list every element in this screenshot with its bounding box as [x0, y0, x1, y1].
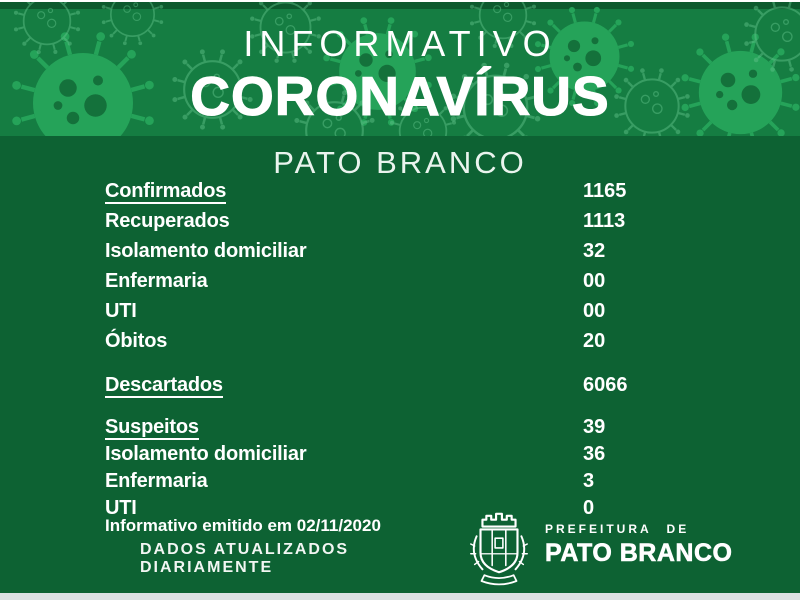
stats-section: Confirmados 1165 Recuperados 1113 Isolamento… — [105, 176, 740, 356]
stat-value: 1165 — [583, 180, 627, 202]
updated-line2: DIARIAMENTE — [140, 559, 274, 576]
stat-value: 00 — [583, 270, 606, 292]
top-border — [0, 0, 800, 2]
stat-row: Enfermaria 3 — [105, 468, 740, 495]
header-dark-strip — [0, 2, 800, 9]
city-name: PATO BRANCO — [273, 145, 527, 180]
stat-label: UTI — [105, 300, 137, 322]
stat-label: Confirmados — [105, 180, 227, 204]
stat-row: Isolamento domiciliar 32 — [105, 236, 740, 266]
stat-value: 6066 — [583, 374, 628, 396]
logo-pato-branco: PATO BRANCO — [545, 539, 733, 568]
issued-date-text: Informativo emitido em 02/11/2020 — [105, 516, 381, 535]
prefeitura-logo: PREFEITURA DE PATO BRANCO — [463, 503, 732, 587]
updated-line1: DADOS ATUALIZADOS — [140, 541, 350, 558]
stat-row: Enfermaria 00 — [105, 266, 740, 296]
stat-row: Descartados 6066 — [105, 370, 740, 400]
stat-row: Isolamento domiciliar 36 — [105, 441, 740, 468]
stat-value: 3 — [583, 470, 595, 492]
header-banner: INFORMATIVO CORONAVÍRUS — [0, 2, 800, 136]
stat-value: 1113 — [583, 210, 626, 232]
stat-label: Óbitos — [105, 330, 168, 352]
stat-value: 20 — [583, 330, 606, 352]
stat-row: UTI 0 — [105, 495, 740, 522]
poster-title-line1: INFORMATIVO — [243, 23, 557, 64]
stat-label: Isolamento domiciliar — [105, 443, 307, 465]
stat-row: UTI 00 — [105, 296, 740, 326]
coat-of-arms-icon — [470, 512, 528, 586]
stats-section: Suspeitos 39 Isolamento domiciliar 36 Enferm… — [105, 414, 740, 522]
stat-label: Suspeitos — [105, 416, 199, 440]
stat-label: UTI — [105, 497, 137, 519]
stats-list: Confirmados 1165 Recuperados 1113 Isolamento… — [105, 176, 740, 522]
stat-value: 0 — [583, 497, 595, 519]
stat-value: 39 — [583, 416, 606, 438]
poster-title-line2: CORONAVÍRUS — [190, 65, 610, 127]
stat-label: Descartados — [105, 374, 223, 398]
stat-value: 00 — [583, 300, 606, 322]
updated-daily-text: DADOS ATUALIZADOS DIARIAMENTE — [140, 541, 349, 577]
stat-label: Recuperados — [105, 210, 230, 232]
stat-value: 36 — [583, 443, 606, 465]
stat-label: Enfermaria — [105, 470, 208, 492]
stat-label: Enfermaria — [105, 270, 208, 292]
stats-section: Descartados 6066 — [105, 370, 740, 400]
stat-row: Confirmados 1165 — [105, 176, 740, 206]
stat-label: Isolamento domiciliar — [105, 240, 307, 262]
logo-prefeitura-de: PREFEITURA DE — [545, 522, 690, 536]
stat-row: Óbitos 20 — [105, 326, 740, 356]
stat-row: Recuperados 1113 — [105, 206, 740, 236]
stat-value: 32 — [583, 240, 606, 262]
logo-text: PREFEITURA DE PATO BRANCO — [545, 522, 733, 568]
bottom-border — [0, 593, 800, 600]
stat-row: Suspeitos 39 — [105, 414, 740, 441]
